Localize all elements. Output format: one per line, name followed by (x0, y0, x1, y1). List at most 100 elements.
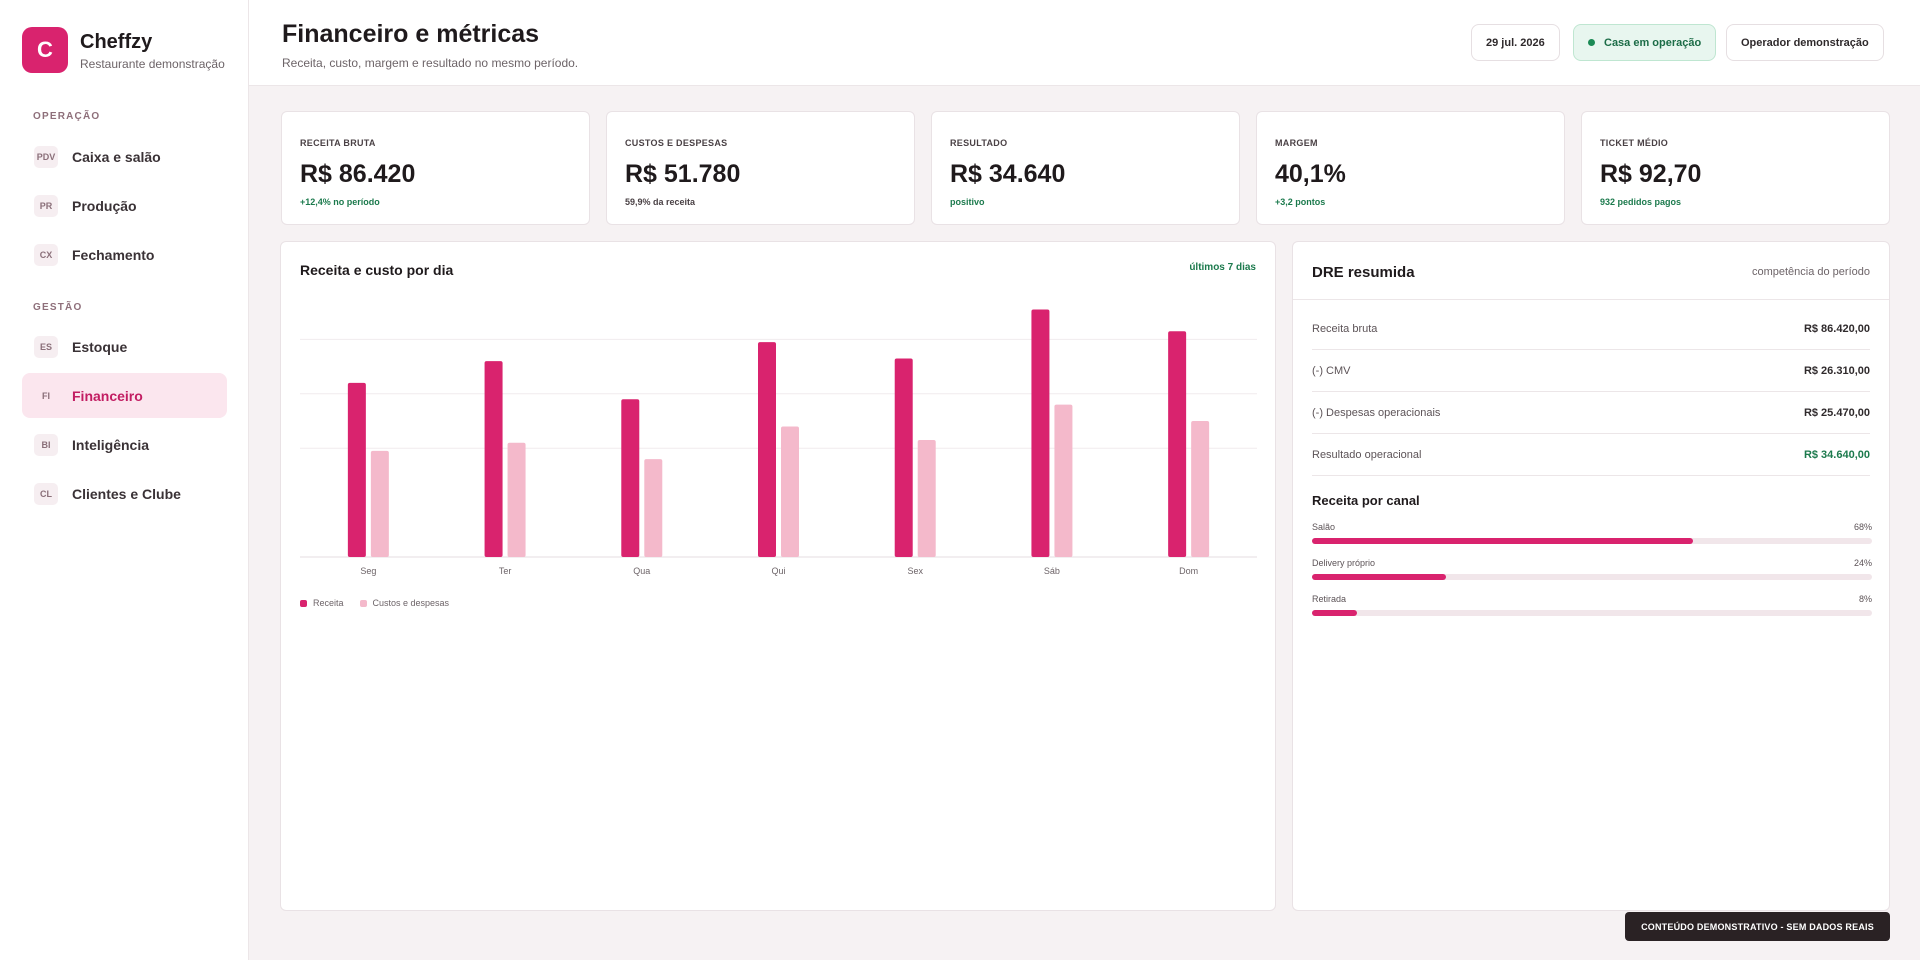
chart-legend: Receita Custos e despesas (300, 598, 465, 608)
sidebar-item-label: Fechamento (72, 246, 155, 263)
sidebar-item-caixa[interactable]: PDV Caixa e salão (22, 134, 227, 179)
progress-track (1312, 610, 1872, 616)
sidebar-item-producao[interactable]: PR Produção (22, 183, 227, 228)
x-tick-label: Qua (633, 566, 650, 576)
chart-title: Receita e custo por dia (300, 262, 454, 278)
legend-item-receita: Receita (300, 598, 344, 608)
kpi-note: +3,2 pontos (1275, 197, 1326, 207)
status-badge[interactable]: Casa em operação (1573, 24, 1717, 61)
channel-title: Receita por canal (1312, 493, 1420, 508)
kpi-card-margem: MARGEM 40,1% +3,2 pontos (1256, 111, 1565, 225)
divider (1293, 299, 1889, 300)
dre-title: DRE resumida (1312, 264, 1415, 281)
kpi-note: 59,9% da receita (625, 197, 696, 207)
channel-row: Salão 68% (1312, 522, 1872, 548)
sidebar-item-financeiro[interactable]: FI Financeiro (22, 373, 227, 418)
fechamento-icon: CX (34, 243, 58, 266)
channel-pct: 8% (1858, 594, 1872, 604)
kpi-value: 40,1% (1275, 160, 1346, 188)
channel-label: Retirada (1312, 594, 1347, 604)
chart-period[interactable]: últimos 7 dias (1189, 262, 1256, 273)
financeiro-icon: FI (42, 390, 50, 401)
kpi-card-receita: RECEITA BRUTA R$ 86.420 +12,4% no períod… (281, 111, 590, 225)
bar-custos[interactable] (1054, 404, 1073, 557)
dre-row-value: R$ 25.470,00 (1803, 406, 1870, 419)
channel-row: Retirada 8% (1312, 594, 1872, 620)
dre-row-label: (-) CMV (1312, 364, 1351, 377)
bar-receita[interactable] (894, 358, 913, 557)
x-tick-label: Ter (499, 566, 512, 576)
progress-fill (1312, 574, 1447, 580)
bar-custos[interactable] (370, 450, 389, 557)
kpi-value: R$ 51.780 (625, 160, 741, 188)
date-selector[interactable]: 29 jul. 2026 (1471, 24, 1560, 61)
bar-receita[interactable] (484, 361, 503, 557)
x-tick-label: Qui (771, 566, 785, 576)
brand-name: Cheffzy (80, 30, 153, 53)
kpi-note: +12,4% no período (300, 197, 380, 207)
producao-icon: PR (34, 194, 58, 217)
legend-swatch-icon (359, 599, 367, 607)
dre-row-value: R$ 86.420,00 (1803, 322, 1870, 335)
page-header: Financeiro e métricas Receita, custo, ma… (249, 0, 1920, 86)
bar-custos[interactable] (781, 426, 799, 557)
progress-track (1312, 538, 1872, 544)
brand-logo: C (22, 27, 68, 73)
inteligencia-icon: BI (34, 433, 58, 456)
bar-custos[interactable] (644, 459, 663, 557)
sidebar-item-label: Clientes e Clube (72, 485, 181, 502)
dre-row: (-) CMV R$ 26.310,00 (1312, 350, 1870, 392)
page-title: Financeiro e métricas (282, 20, 540, 48)
status-label: Casa em operação (1604, 36, 1702, 49)
sidebar-item-fechamento[interactable]: CX Fechamento (22, 232, 227, 277)
bar-custos[interactable] (1191, 421, 1210, 557)
sidebar-item-label: Produção (72, 197, 137, 214)
sidebar-item-label: Estoque (72, 338, 128, 355)
demo-banner: CONTEÚDO DEMONSTRATIVO - SEM DADOS REAIS (1625, 912, 1890, 941)
x-tick-label: Sáb (1044, 566, 1060, 576)
sidebar-item-label: Inteligência (72, 436, 150, 453)
operator-button[interactable]: Operador demonstração (1726, 24, 1884, 61)
kpi-label: RESULTADO (950, 138, 1008, 148)
pdv-icon: PDV (34, 145, 58, 168)
x-tick-label: Sex (907, 566, 923, 576)
channel-pct: 68% (1853, 522, 1872, 532)
kpi-value: R$ 86.420 (300, 160, 416, 188)
bar-receita[interactable] (621, 399, 640, 557)
channel-pct: 24% (1853, 558, 1872, 568)
legend-swatch-icon (300, 599, 307, 607)
kpi-card-resultado: RESULTADO R$ 34.640 positivo (931, 111, 1240, 225)
sidebar-item-inteligencia[interactable]: BI Inteligência (22, 422, 227, 467)
x-tick-label: Dom (1179, 566, 1198, 576)
sidebar-item-label: Financeiro (72, 387, 143, 404)
legend-label: Custos e despesas (372, 598, 450, 608)
nav-section-gestao: GESTÃO (33, 302, 83, 313)
kpi-label: TICKET MÉDIO (1600, 138, 1669, 148)
dre-hint: competência do período (1751, 266, 1870, 278)
kpi-note: 932 pedidos pagos (1600, 197, 1682, 207)
bar-custos[interactable] (507, 442, 526, 557)
channel-label: Delivery próprio (1312, 558, 1376, 568)
progress-fill (1312, 610, 1357, 616)
bar-receita[interactable] (758, 342, 776, 557)
dre-row-value: R$ 26.310,00 (1803, 364, 1870, 377)
kpi-label: RECEITA BRUTA (300, 138, 376, 148)
nav-section-operacao: OPERAÇÃO (33, 111, 101, 122)
dre-row-label: Resultado operacional (1312, 448, 1422, 461)
brand[interactable]: C Cheffzy Restaurante demonstração (22, 27, 225, 73)
kpi-card-ticket: TICKET MÉDIO R$ 92,70 932 pedidos pagos (1581, 111, 1890, 225)
channel-label: Salão (1312, 522, 1336, 532)
sidebar-item-estoque[interactable]: ES Estoque (22, 324, 227, 369)
sidebar-item-label: Caixa e salão (72, 148, 161, 165)
bar-receita[interactable] (1168, 331, 1187, 557)
bar-custos[interactable] (917, 440, 936, 557)
bar-receita[interactable] (1031, 309, 1050, 557)
sidebar-item-clientes[interactable]: CL Clientes e Clube (22, 471, 227, 516)
kpi-value: R$ 92,70 (1600, 160, 1702, 188)
channel-row: Delivery próprio 24% (1312, 558, 1872, 584)
dre-row-label: (-) Despesas operacionais (1312, 406, 1441, 419)
page-subtitle: Receita, custo, margem e resultado no me… (282, 56, 579, 70)
bar-receita[interactable] (347, 382, 366, 557)
kpi-note: positivo (950, 197, 985, 207)
dre-row-label: Receita bruta (1312, 322, 1378, 335)
